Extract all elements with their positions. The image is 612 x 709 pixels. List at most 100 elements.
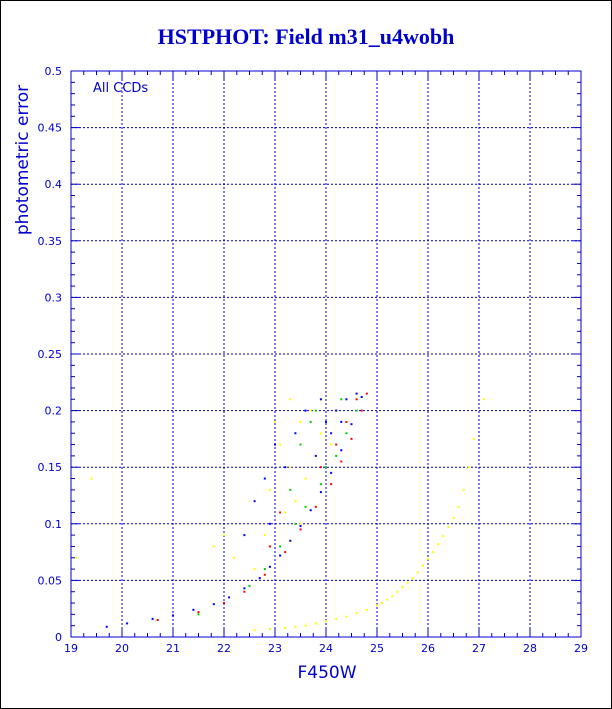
data-point (345, 432, 348, 435)
data-point (299, 528, 302, 531)
data-point (156, 619, 159, 622)
data-point (314, 409, 317, 412)
y-tick-label: 0.3 (45, 291, 63, 304)
x-tick-label: 21 (166, 642, 180, 655)
data-point (350, 423, 353, 426)
data-point (294, 432, 297, 435)
y-tick-label: 0.15 (38, 461, 63, 474)
data-point (263, 573, 266, 576)
data-point (345, 398, 348, 401)
x-tick-label: 24 (319, 642, 333, 655)
data-point (330, 471, 333, 474)
data-point (360, 409, 363, 412)
data-point (263, 534, 266, 537)
data-point (284, 551, 287, 554)
data-point (467, 466, 470, 469)
data-point (258, 577, 261, 580)
data-point (253, 629, 256, 632)
data-point (294, 522, 297, 525)
y-tick-label: 0.2 (45, 405, 63, 418)
x-tick-label: 26 (421, 642, 435, 655)
data-point (330, 483, 333, 486)
data-point (335, 617, 338, 620)
grid-lines (71, 71, 581, 637)
data-point (243, 534, 246, 537)
data-point (304, 409, 307, 412)
x-tick-label: 19 (64, 642, 78, 655)
data-point (284, 466, 287, 469)
data-point (350, 437, 353, 440)
data-point (325, 620, 327, 623)
data-point (345, 615, 348, 618)
data-point (427, 557, 429, 560)
x-axis-label: F450W (297, 663, 356, 683)
data-point (330, 443, 333, 446)
data-point (355, 392, 358, 395)
data-point (192, 608, 195, 611)
data-point (335, 454, 338, 457)
x-tick-label: 20 (115, 642, 129, 655)
x-tick-label: 23 (268, 642, 282, 655)
data-point (279, 511, 282, 514)
ccd-annotation: All CCDs (93, 81, 148, 96)
data-point (355, 409, 358, 412)
data-point (263, 477, 266, 480)
data-point (319, 432, 322, 435)
data-point (325, 420, 327, 423)
data-point (304, 624, 307, 627)
data-point (309, 509, 312, 512)
data-point (386, 598, 389, 601)
data-point (319, 466, 322, 469)
data-point (268, 488, 271, 491)
data-point (319, 398, 322, 401)
data-point (172, 614, 174, 617)
data-point (304, 505, 307, 508)
data-point (355, 612, 358, 615)
data-point (335, 409, 338, 412)
data-point (391, 595, 394, 598)
data-point (279, 545, 282, 548)
data-point (309, 409, 312, 412)
data-point (437, 543, 440, 546)
y-tick-label: 0.35 (38, 235, 63, 248)
data-point (233, 556, 236, 559)
data-point (376, 604, 378, 607)
data-point (126, 622, 129, 625)
data-point (483, 398, 486, 401)
x-tick-label: 25 (370, 642, 384, 655)
data-point (452, 517, 455, 520)
data-point (462, 488, 465, 491)
data-point (365, 392, 368, 395)
data-point (289, 488, 292, 491)
data-point (243, 587, 246, 590)
data-point (432, 551, 435, 554)
data-point (274, 443, 276, 446)
chart-title: HSTPHOT: Field m31_u4wobh (157, 24, 455, 49)
data-point (396, 590, 399, 593)
data-point (442, 535, 445, 538)
data-point (319, 491, 322, 494)
data-point (284, 626, 287, 629)
data-point (279, 443, 282, 446)
data-point (284, 511, 287, 514)
x-tick-label: 29 (574, 642, 588, 655)
y-tick-label: 0 (55, 631, 62, 644)
data-point (355, 398, 358, 401)
data-point (294, 625, 297, 628)
data-point (299, 443, 302, 446)
x-tick-label: 22 (217, 642, 231, 655)
y-tick-label: 0.1 (45, 518, 63, 531)
data-point (360, 396, 363, 399)
y-tick-label: 0.25 (38, 348, 63, 361)
data-point (325, 466, 327, 469)
data-point (314, 505, 317, 508)
data-point (314, 622, 317, 625)
data-point (340, 460, 343, 463)
data-point (401, 586, 404, 589)
data-point (263, 568, 266, 571)
data-point (314, 454, 317, 457)
data-point (268, 522, 271, 525)
data-points (75, 392, 486, 632)
axis-ticks: 19 20 21 22 23 24 25 26 27 28 29 0 0.05 0.1 0.15 0.2 0.2… (38, 65, 589, 655)
